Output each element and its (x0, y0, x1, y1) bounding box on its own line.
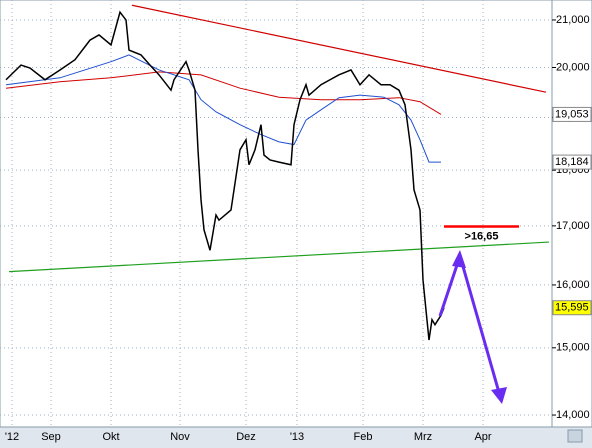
x-tick-label: '12 (5, 431, 19, 443)
trendline (131, 4, 547, 93)
end-label: 19,053 (555, 108, 589, 120)
y-axis-area (551, 0, 592, 428)
x-tick-label: Dez (236, 431, 256, 443)
x-tick-label: Mrz (414, 431, 432, 443)
annotation: >16,65 (465, 230, 499, 242)
forecast-arrows (438, 250, 507, 404)
end-label: 18,184 (555, 156, 589, 168)
x-tick-label: Feb (354, 431, 373, 443)
series-line (5, 10, 445, 341)
y-tick-label: 20,000 (556, 61, 590, 73)
x-tick-label: Apr (474, 431, 491, 443)
y-tick-label: 15,000 (556, 342, 590, 354)
series-line (5, 54, 441, 163)
x-tick-label: Sep (41, 431, 61, 443)
end-label-box (552, 300, 592, 316)
x-tick-label: '13 (290, 431, 304, 443)
y-tick-label: 14,000 (556, 409, 590, 421)
plot-area (0, 0, 553, 428)
y-tick-label: 21,000 (556, 14, 590, 26)
arrow-head (491, 387, 507, 404)
end-label-box (552, 154, 592, 170)
corner-icon[interactable] (567, 429, 583, 443)
x-tick-label: Nov (170, 431, 190, 443)
y-tick-label: 17,000 (556, 220, 590, 232)
trendline (8, 241, 550, 273)
y-tick-label: 16,000 (556, 279, 590, 291)
end-label: 15,595 (555, 302, 589, 314)
end-label-box (552, 106, 592, 122)
x-tick-label: Okt (102, 431, 119, 443)
arrow-down (458, 255, 502, 397)
